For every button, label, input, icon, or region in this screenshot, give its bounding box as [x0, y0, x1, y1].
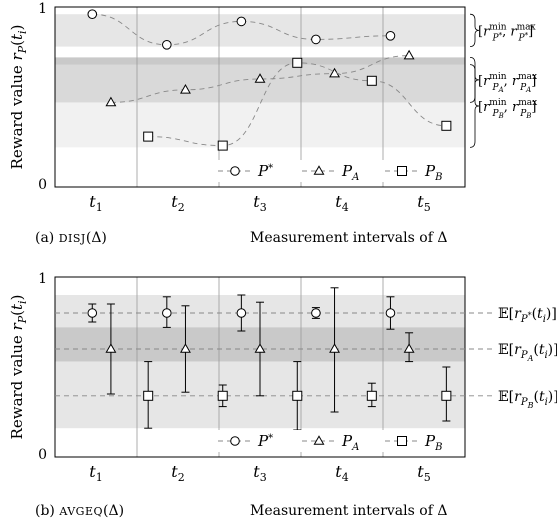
plot-frame [54, 6, 466, 188]
data-point [366, 75, 377, 86]
data-point [441, 120, 452, 131]
legend-box [212, 430, 464, 452]
legend-marker [397, 436, 407, 446]
data-point [105, 96, 117, 107]
data-point [162, 40, 172, 50]
mean-annotation: 𝔼[rP*(ti)] [498, 306, 557, 325]
y-tick-label: 1 [38, 271, 47, 287]
x-tick-label: t4 [335, 462, 348, 484]
legend-marker [230, 436, 240, 446]
data-point [217, 140, 228, 151]
legend-label: P* [257, 432, 273, 450]
brace [469, 64, 480, 148]
data-point [311, 308, 321, 318]
data-point [87, 308, 98, 318]
legend-label: PB [424, 432, 442, 453]
brace [469, 13, 480, 47]
data-point [143, 131, 154, 142]
legend-label: PB [424, 162, 442, 183]
mean-annotation: 𝔼[rPB(ti)] [498, 389, 557, 410]
band-annotation: [rmin PB, rmax PB] [478, 98, 537, 120]
data-point [217, 390, 228, 401]
x-tick-label: t3 [253, 192, 266, 214]
y-tick-label: 0 [38, 177, 47, 193]
data-point [254, 73, 266, 83]
legend-marker [313, 165, 325, 175]
legend-label: P* [257, 162, 273, 180]
data-point [366, 390, 377, 401]
legend-label: PA [341, 432, 359, 453]
data-point [87, 9, 98, 19]
panel-caption: (b) AVGEQ(Δ) [35, 503, 124, 519]
legend: P* PA PB [212, 160, 464, 183]
x-axis-label: Measurement intervals of Δ [250, 230, 447, 246]
data-point [441, 390, 452, 401]
legend-label: PA [341, 162, 359, 183]
series-P-B [143, 57, 452, 151]
legend-marker [313, 435, 325, 445]
x-tick-label: t3 [253, 462, 266, 484]
data-point [385, 31, 396, 41]
data-point [236, 308, 247, 318]
mean-annotation: 𝔼[rPA(ti)] [498, 342, 557, 363]
data-point [311, 34, 321, 45]
x-tick-label: t2 [171, 192, 184, 214]
chart-panel-2: 0 1 Reward value rP(ti) t1 t2 t3 t4 t5 P* PA PB 𝔼[r… [8, 271, 557, 519]
legend-box [212, 160, 464, 182]
series-Pstar [87, 9, 396, 50]
x-tick-label: t4 [335, 192, 348, 214]
legend-marker [397, 166, 407, 176]
data-point [403, 49, 415, 60]
data-point [179, 343, 191, 353]
data-point [254, 343, 266, 353]
mean-annotations: 𝔼[rP*(ti)] 𝔼[rPA(ti)] 𝔼[rPB(ti)] [498, 306, 557, 410]
data-point [162, 308, 172, 318]
data-point [236, 16, 247, 27]
data-point [179, 83, 191, 94]
x-tick-label: t5 [417, 462, 430, 484]
data-point [105, 343, 117, 353]
band-annotations: [rmin P*, rmax P*] [rmin PA, rmax PA] [rmin PB,… [469, 13, 537, 148]
data-point [292, 57, 303, 68]
band-Pstar [55, 14, 465, 47]
x-tick-label: t1 [89, 192, 102, 214]
y-axis-label: Reward value rP(ti) [8, 295, 29, 440]
data-point [403, 343, 415, 353]
band-annotation: [rmin P*, rmax P*] [478, 22, 536, 43]
data-point [143, 390, 154, 401]
series-Pstar [87, 294, 396, 332]
panel-caption: (a) DISJ(Δ) [35, 230, 107, 246]
legend-marker [230, 166, 240, 176]
data-point [292, 390, 303, 401]
data-point [385, 308, 396, 318]
y-tick-label: 1 [38, 1, 47, 17]
series-P-B [143, 361, 452, 431]
x-tick-label: t1 [89, 462, 102, 484]
legend: P* PA PB [212, 430, 464, 453]
series-P-A [105, 287, 415, 413]
data-point [329, 343, 341, 353]
series-line [110, 55, 410, 103]
plot-frame [54, 276, 466, 458]
x-tick-label: t5 [417, 192, 430, 214]
y-axis-label: Reward value rP(ti) [8, 25, 29, 170]
y-tick-label: 0 [38, 447, 47, 463]
band-annotation: [rmin PA, rmax PA] [478, 72, 537, 94]
chart-panel-1: 0 1 Reward value rP(ti) t1 t2 t3 t4 t5 P* PA PB [rm… [8, 1, 537, 246]
x-axis-label: Measurement intervals of Δ [250, 503, 447, 519]
x-tick-label: t2 [171, 462, 184, 484]
